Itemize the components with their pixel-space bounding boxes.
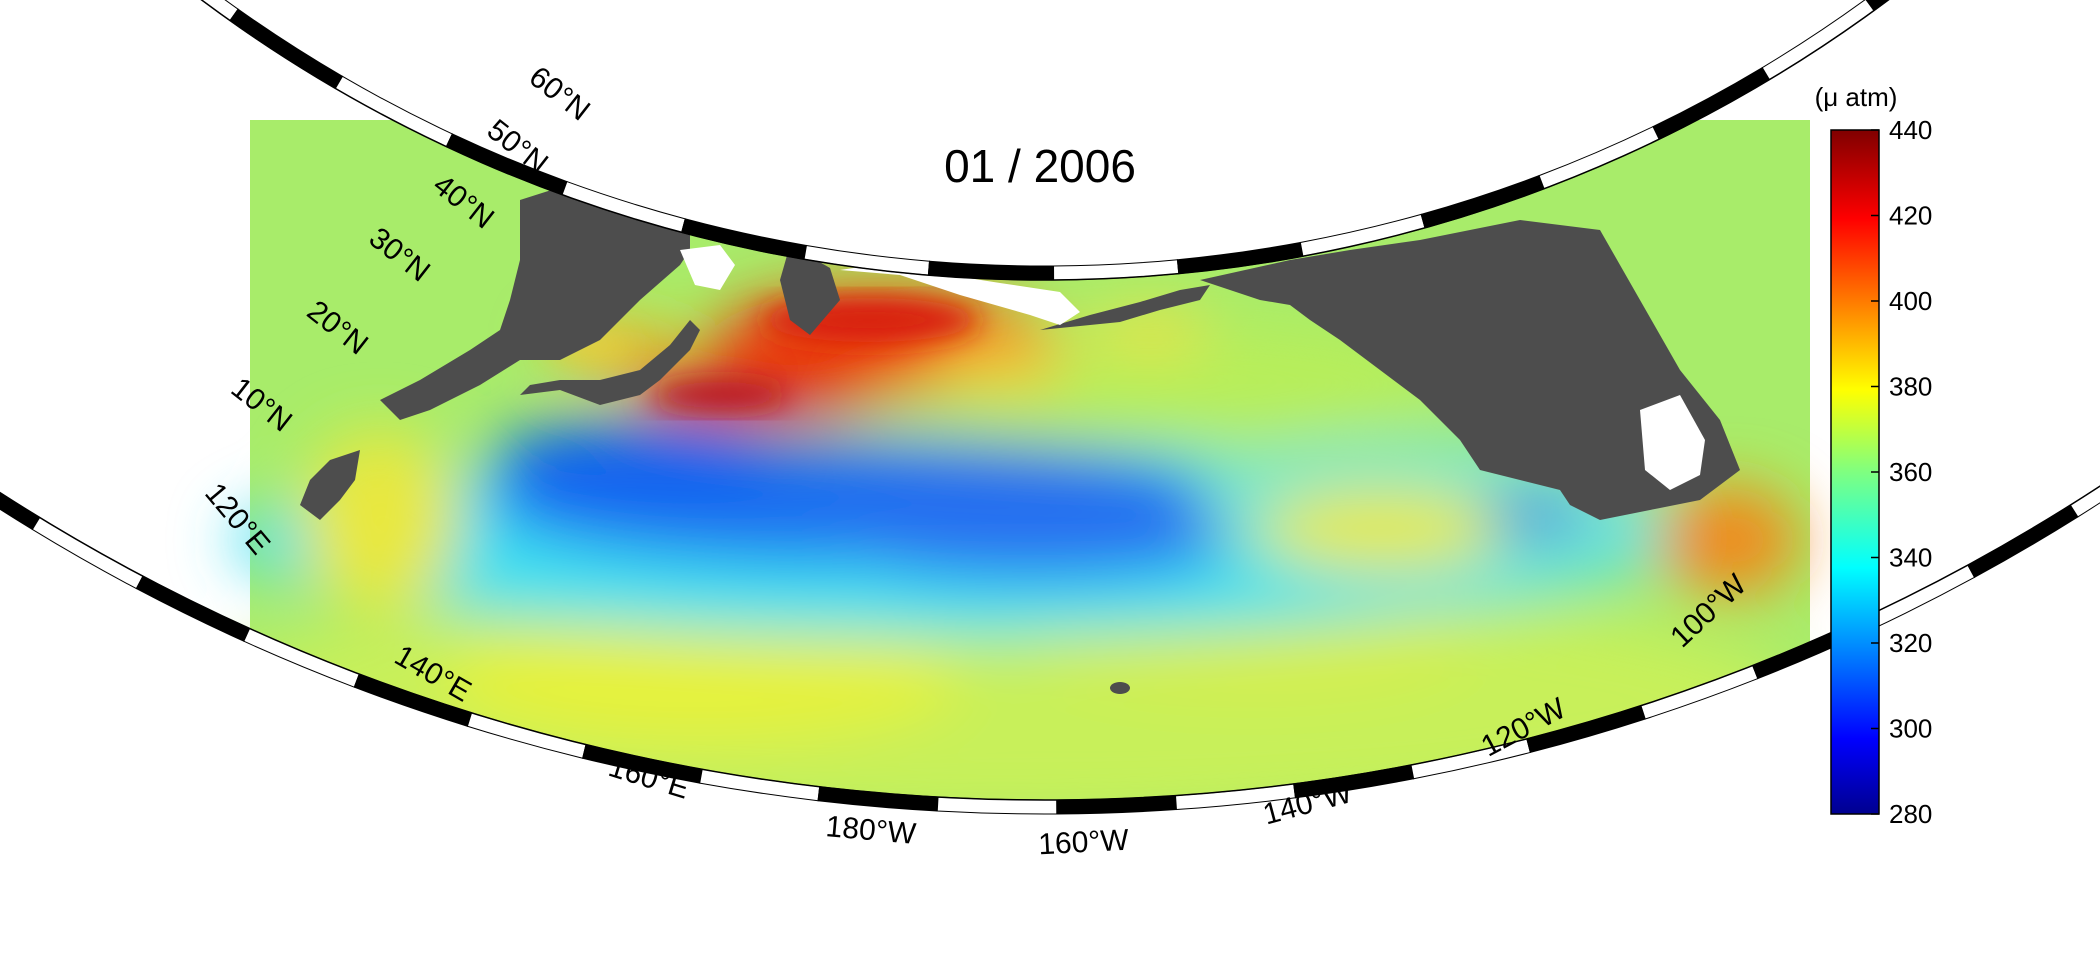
map-frame (0, 0, 2100, 815)
colorbar-unit-label: (μ atm) (1815, 82, 1898, 112)
north-america-landmass (1200, 220, 1740, 520)
japan-landmass (520, 320, 700, 405)
lon-label-180w: 180°W (824, 810, 918, 851)
colorbar-tick-label: 360 (1889, 457, 1932, 487)
kamchatka-peninsula (780, 245, 840, 335)
colorbar-tick-label: 400 (1889, 286, 1932, 316)
hawaii-islands (1110, 682, 1130, 694)
frame-segment-south (135, 575, 251, 642)
colorbar-tick-label: 420 (1889, 201, 1932, 231)
lat-label-60n: 60°N (523, 60, 596, 127)
missing-gulf-of-california (1640, 395, 1705, 490)
alaska-peninsula (1040, 285, 1210, 330)
colorbar-ticks: 440 420 400 380 360 340 320 300 280 (1871, 115, 1932, 829)
land-masses (300, 165, 1740, 694)
lon-label-160w: 160°W (1038, 824, 1131, 862)
frame-segment-north (200, 0, 239, 22)
east-asia-coast (300, 450, 360, 520)
frame-segment-south (1967, 504, 2079, 579)
colorbar-tick-label: 300 (1889, 714, 1932, 744)
asia-landmass (380, 165, 690, 420)
colorbar-tick-label: 380 (1889, 372, 1932, 402)
missing-sea-ice (840, 264, 1080, 325)
frame-segment-north (1761, 0, 1875, 81)
colorbar-tick-label: 440 (1889, 115, 1932, 145)
frame-segment-south (31, 516, 144, 590)
colorbar-tick-label: 280 (1889, 799, 1932, 829)
frame-segment-north (229, 8, 344, 90)
missing-okhotsk (680, 245, 735, 290)
map-title: 01 / 2006 (944, 140, 1136, 192)
frame-segment-south (0, 491, 41, 531)
colorbar-tick-label: 340 (1889, 543, 1932, 573)
colorbar-tick-label: 320 (1889, 628, 1932, 658)
frame-segment-south (2069, 485, 2100, 518)
colorbar: (μ atm) 440 420 400 380 360 340 320 300 280 (1815, 82, 1933, 829)
missing-data-regions (680, 245, 1705, 490)
map-outline (0, 0, 2100, 801)
